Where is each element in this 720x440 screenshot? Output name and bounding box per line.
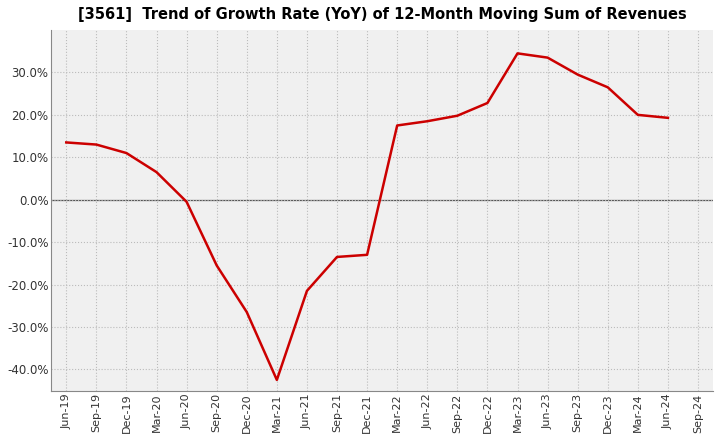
Title: [3561]  Trend of Growth Rate (YoY) of 12-Month Moving Sum of Revenues: [3561] Trend of Growth Rate (YoY) of 12-…	[78, 7, 686, 22]
